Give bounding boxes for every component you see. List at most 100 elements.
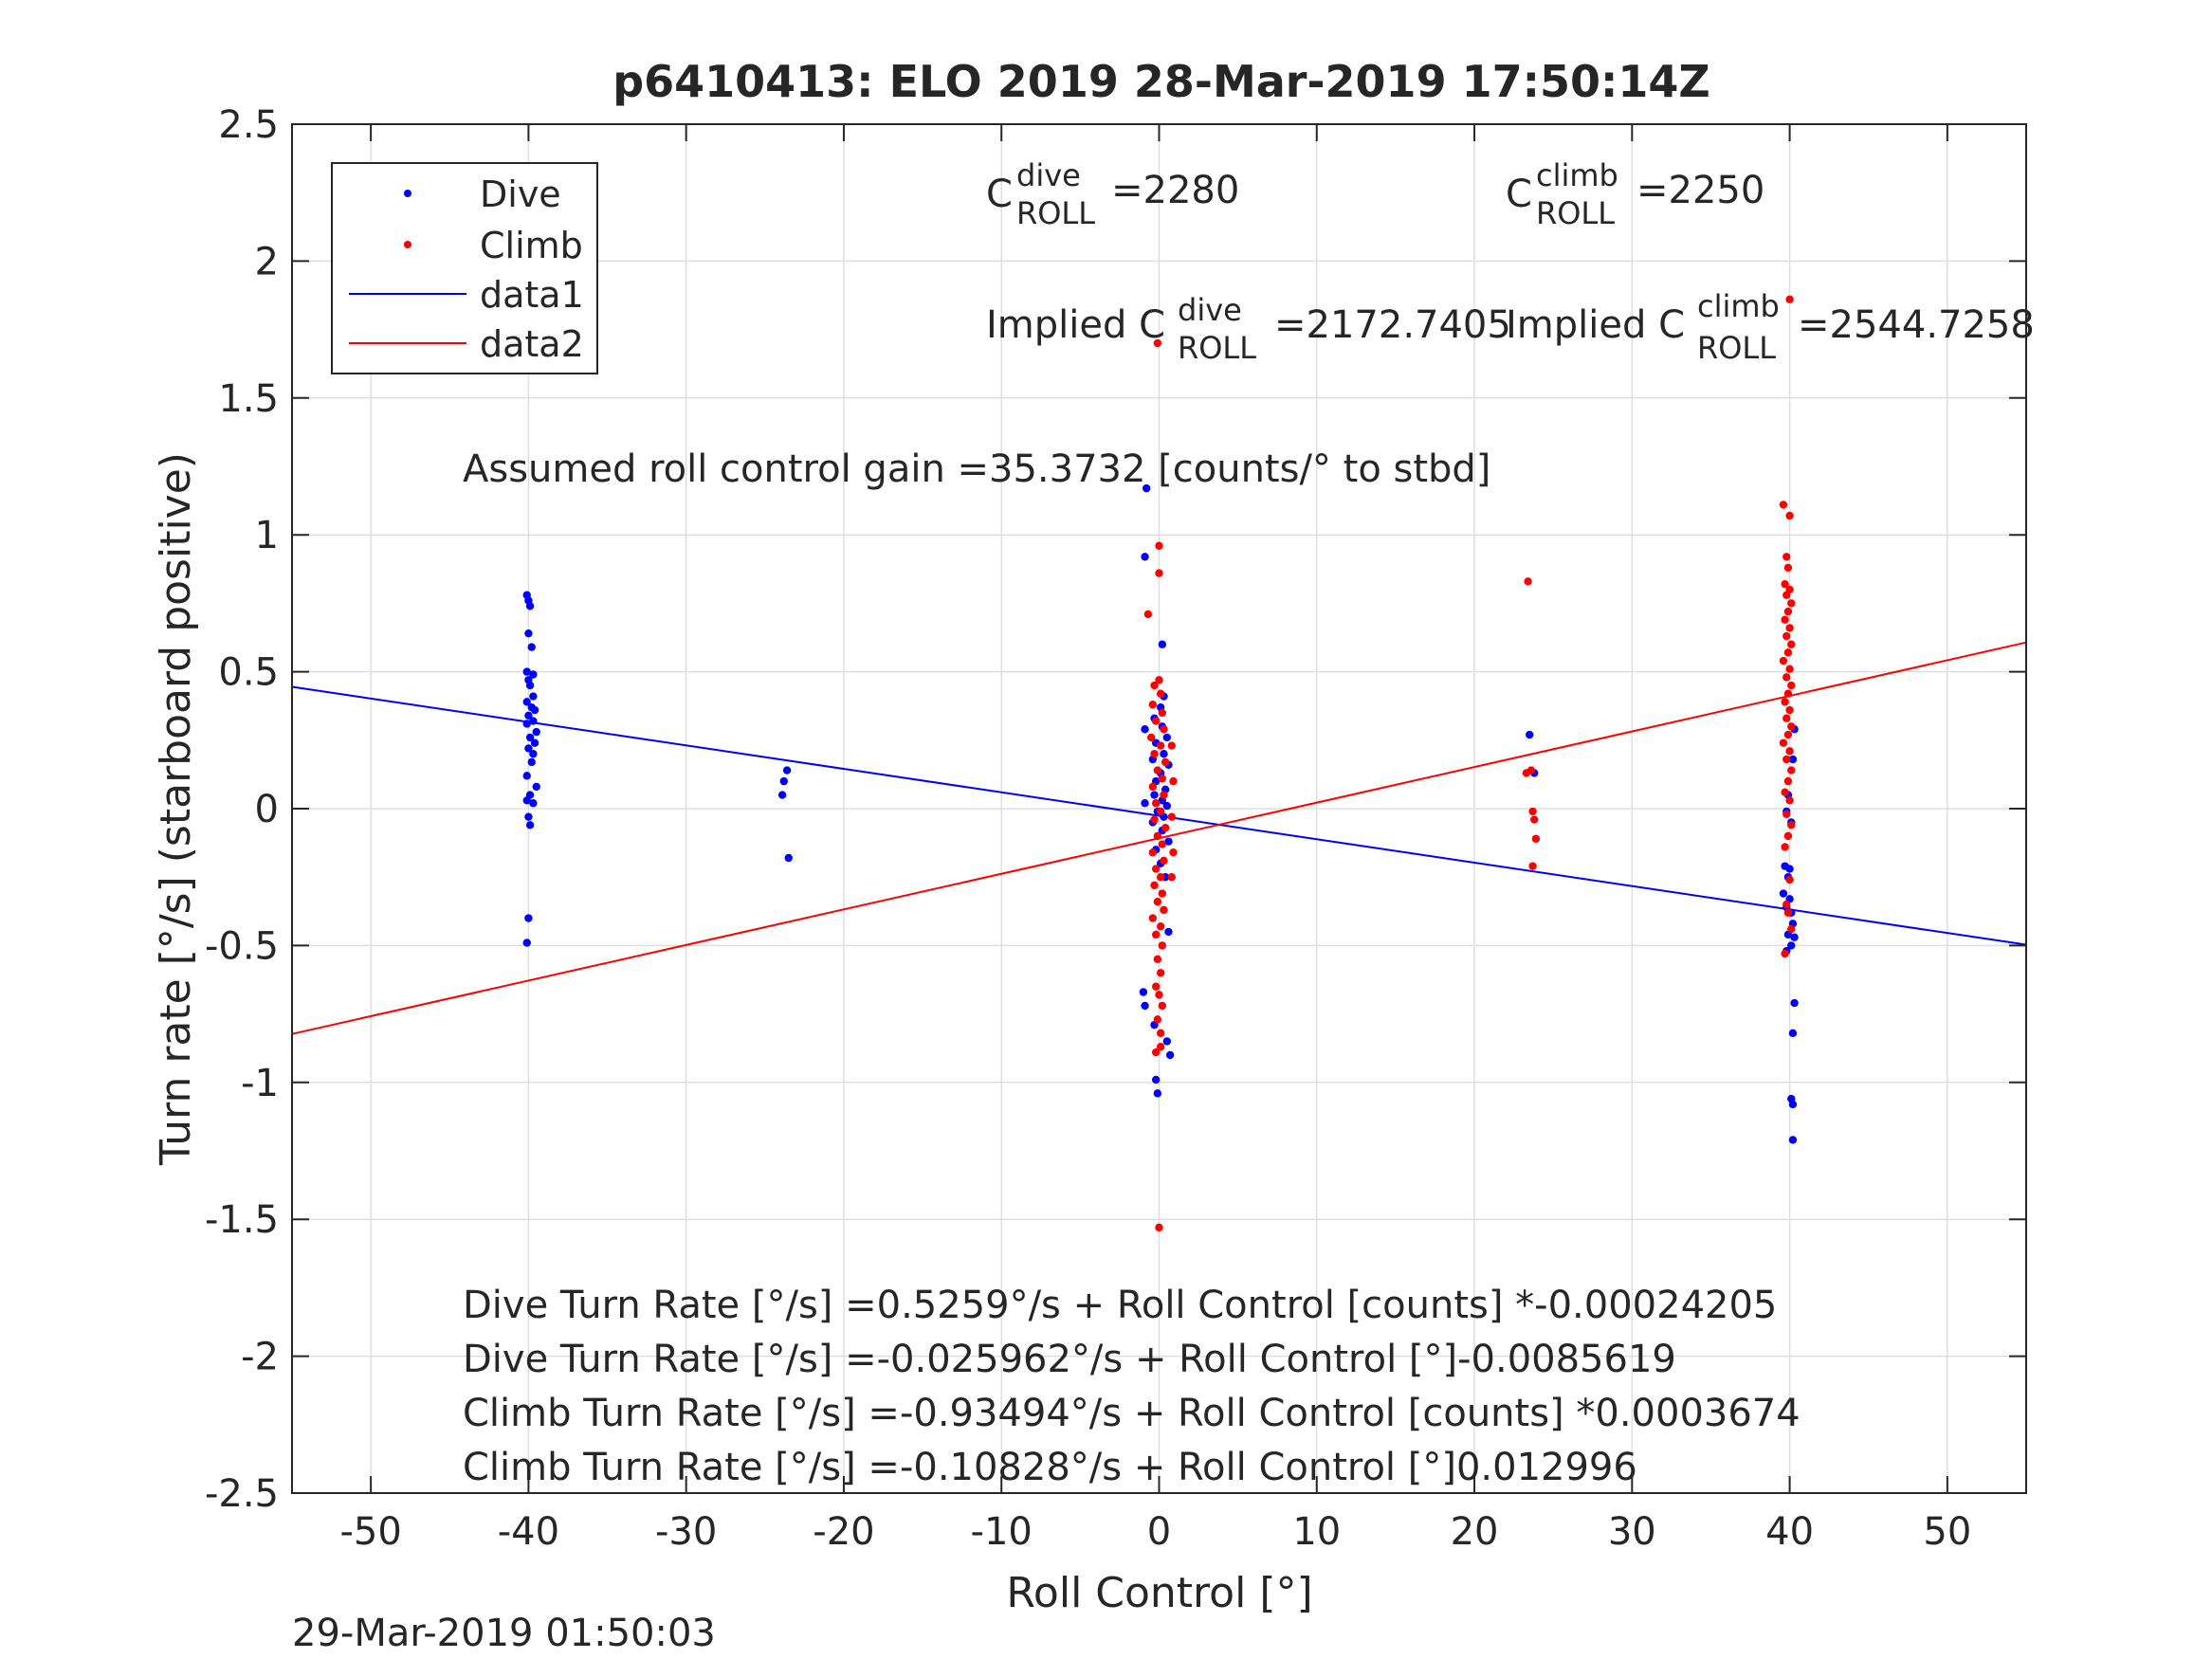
fit-line-data1: [291, 685, 2027, 946]
x-tick-label: 10: [1292, 1510, 1341, 1554]
dive-point: [529, 692, 538, 701]
climb-point: [1782, 755, 1791, 764]
climb-point: [1156, 1043, 1165, 1051]
climb-point: [1169, 776, 1178, 786]
climb-point: [1781, 843, 1789, 851]
svg-text:=2250: =2250: [1636, 169, 1764, 212]
dive-point: [1162, 733, 1172, 742]
x-tick-label: 50: [1923, 1510, 1971, 1554]
annotation-implied-c-climb: Implied C climb ROLL =2544.7258: [1506, 288, 2035, 366]
dive-point: [1141, 553, 1149, 561]
y-tick-label: -2: [241, 1336, 279, 1379]
climb-point: [1783, 831, 1793, 841]
x-tick-label: -30: [655, 1510, 717, 1554]
y-axis-tick-labels: 2.5 2 1.5 1 0.5 0 -0.5 -1 -1.5 -2 -2.5: [205, 103, 279, 1516]
climb-point: [1782, 553, 1791, 561]
climb-point: [1148, 848, 1158, 857]
dive-point: [525, 602, 535, 611]
climb-point: [1156, 873, 1165, 882]
climb-point: [1150, 881, 1159, 890]
svg-text:=2280: =2280: [1111, 169, 1239, 212]
y-tick-label: 1: [255, 514, 279, 557]
dive-point: [1162, 1037, 1172, 1046]
chart-title: p6410413: ELO 2019 28-Mar-2019 17:50:14Z: [612, 56, 1710, 107]
climb-point: [1150, 815, 1159, 824]
dive-point: [530, 705, 539, 715]
dive-point: [1787, 941, 1796, 950]
dive-point: [1153, 1089, 1162, 1098]
dive-point: [1158, 640, 1167, 648]
dive-point: [524, 914, 533, 922]
legend-climb-marker: [404, 241, 411, 248]
climb-point: [1148, 914, 1158, 922]
climb-point: [1782, 673, 1791, 682]
climb-point: [1148, 701, 1158, 709]
dive-point: [1788, 1100, 1798, 1109]
y-tick-label: -2.5: [205, 1472, 279, 1516]
legend-item-data1: data1: [349, 274, 584, 316]
climb-point: [1156, 807, 1165, 816]
climb-point: [1783, 563, 1793, 573]
climb-point: [1148, 782, 1158, 792]
climb-point: [1161, 824, 1170, 832]
legend-climb-label: Climb: [480, 225, 583, 266]
climb-point: [1153, 897, 1162, 906]
dive-point: [524, 812, 533, 821]
dive-point: [522, 939, 531, 947]
climb-point: [1160, 856, 1168, 866]
climb-point: [1150, 681, 1159, 690]
legend-data1-label: data1: [480, 274, 584, 316]
climb-point: [1779, 738, 1788, 747]
climb-point: [1167, 812, 1177, 821]
svg-text:=2172.7405: =2172.7405: [1274, 303, 1511, 347]
climb-point: [1158, 1001, 1167, 1011]
legend-item-climb: Climb: [404, 225, 583, 266]
svg-text:dive: dive: [1016, 157, 1081, 193]
y-tick-label: 1.5: [218, 377, 279, 421]
climb-point: [1526, 766, 1536, 775]
climb-point: [1158, 840, 1167, 848]
svg-text:ROLL: ROLL: [1016, 195, 1095, 231]
dive-point: [779, 776, 788, 786]
climb-point: [1531, 834, 1541, 843]
annotation-c-dive: C dive ROLL =2280: [986, 157, 1239, 231]
x-tick-label: 20: [1451, 1510, 1499, 1554]
x-tick-label: 30: [1608, 1510, 1656, 1554]
svg-text:ROLL: ROLL: [1536, 195, 1615, 231]
climb-point: [1160, 791, 1168, 799]
dive-point: [1150, 791, 1159, 799]
annotation-roll-gain: Assumed roll control gain =35.3732 [coun…: [463, 447, 1490, 491]
climb-point: [1783, 908, 1793, 917]
climb-point: [1785, 665, 1794, 673]
dive-point: [525, 821, 535, 830]
dive-point: [522, 667, 531, 676]
climb-point: [1158, 889, 1167, 898]
y-tick-label: 2.5: [218, 103, 279, 147]
dive-point: [1785, 865, 1794, 873]
x-tick-label: 0: [1147, 1510, 1171, 1554]
x-axis-label: Roll Control [°]: [1006, 1569, 1312, 1617]
y-tick-label: 0.5: [218, 651, 279, 695]
dive-point: [1162, 801, 1172, 811]
climb-point: [1781, 615, 1789, 624]
climb-point: [1787, 640, 1796, 648]
climb-point: [1783, 776, 1793, 786]
climb-point: [1169, 848, 1178, 857]
climb-point: [1155, 1223, 1163, 1232]
climb-point: [1781, 949, 1789, 958]
dive-point: [1790, 998, 1799, 1008]
climb-point: [1782, 714, 1791, 722]
dive-point: [525, 733, 535, 742]
climb-point: [1783, 730, 1793, 739]
climb-point: [1528, 807, 1537, 816]
svg-text:Implied C: Implied C: [986, 303, 1165, 347]
dive-point: [1151, 1075, 1161, 1085]
y-tick-label: -0.5: [205, 924, 279, 968]
timestamp: 29-Mar-2019 01:50:03: [292, 1612, 716, 1655]
dive-point: [524, 629, 533, 638]
dive-point: [1788, 755, 1798, 764]
climb-point: [1783, 689, 1793, 698]
legend-box: [331, 162, 598, 374]
climb-point: [1781, 788, 1789, 796]
climb-point: [1524, 577, 1532, 586]
